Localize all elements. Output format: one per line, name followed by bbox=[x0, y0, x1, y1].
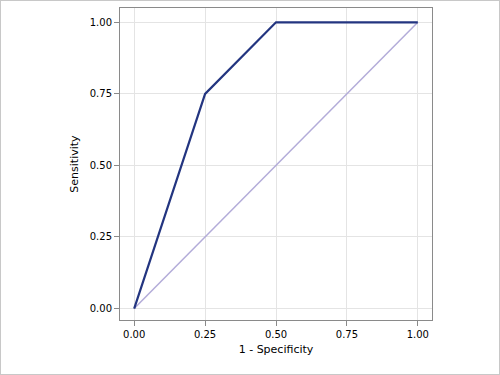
svg-text:0.25: 0.25 bbox=[90, 231, 112, 242]
svg-text:0.75: 0.75 bbox=[90, 88, 112, 99]
svg-text:1.00: 1.00 bbox=[407, 329, 429, 340]
svg-text:0.50: 0.50 bbox=[265, 329, 287, 340]
svg-text:0.25: 0.25 bbox=[194, 329, 216, 340]
svg-text:0.00: 0.00 bbox=[123, 329, 145, 340]
svg-text:0.00: 0.00 bbox=[90, 303, 112, 314]
svg-text:0.75: 0.75 bbox=[336, 329, 358, 340]
svg-text:1 - Specificity: 1 - Specificity bbox=[239, 343, 314, 356]
svg-text:0.50: 0.50 bbox=[90, 160, 112, 171]
svg-text:1.00: 1.00 bbox=[90, 17, 112, 28]
svg-text:Sensitivity: Sensitivity bbox=[68, 135, 81, 193]
